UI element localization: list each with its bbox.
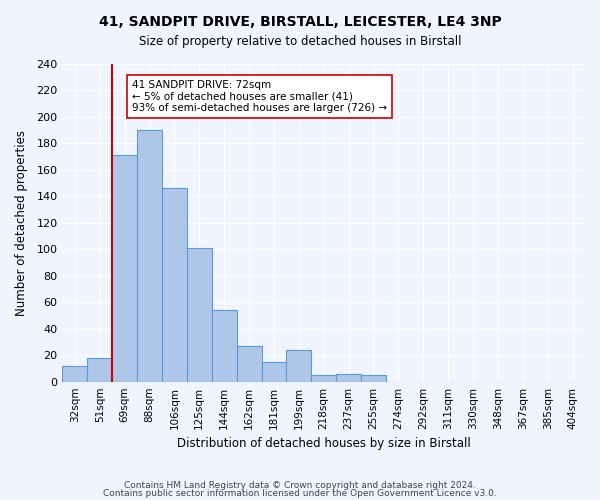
- Text: 41 SANDPIT DRIVE: 72sqm
← 5% of detached houses are smaller (41)
93% of semi-det: 41 SANDPIT DRIVE: 72sqm ← 5% of detached…: [132, 80, 387, 113]
- Bar: [62, 366, 88, 382]
- Bar: [212, 310, 236, 382]
- Bar: [286, 350, 311, 382]
- Bar: [88, 358, 112, 382]
- Bar: [236, 346, 262, 382]
- Text: Size of property relative to detached houses in Birstall: Size of property relative to detached ho…: [139, 35, 461, 48]
- Text: 41, SANDPIT DRIVE, BIRSTALL, LEICESTER, LE4 3NP: 41, SANDPIT DRIVE, BIRSTALL, LEICESTER, …: [98, 15, 502, 29]
- Bar: [311, 375, 336, 382]
- Bar: [262, 362, 286, 382]
- Y-axis label: Number of detached properties: Number of detached properties: [15, 130, 28, 316]
- Bar: [336, 374, 361, 382]
- Bar: [187, 248, 212, 382]
- Bar: [137, 130, 162, 382]
- Bar: [112, 156, 137, 382]
- Bar: [162, 188, 187, 382]
- Text: Contains HM Land Registry data © Crown copyright and database right 2024.: Contains HM Land Registry data © Crown c…: [124, 481, 476, 490]
- X-axis label: Distribution of detached houses by size in Birstall: Distribution of detached houses by size …: [177, 437, 470, 450]
- Text: Contains public sector information licensed under the Open Government Licence v3: Contains public sector information licen…: [103, 488, 497, 498]
- Bar: [361, 375, 386, 382]
